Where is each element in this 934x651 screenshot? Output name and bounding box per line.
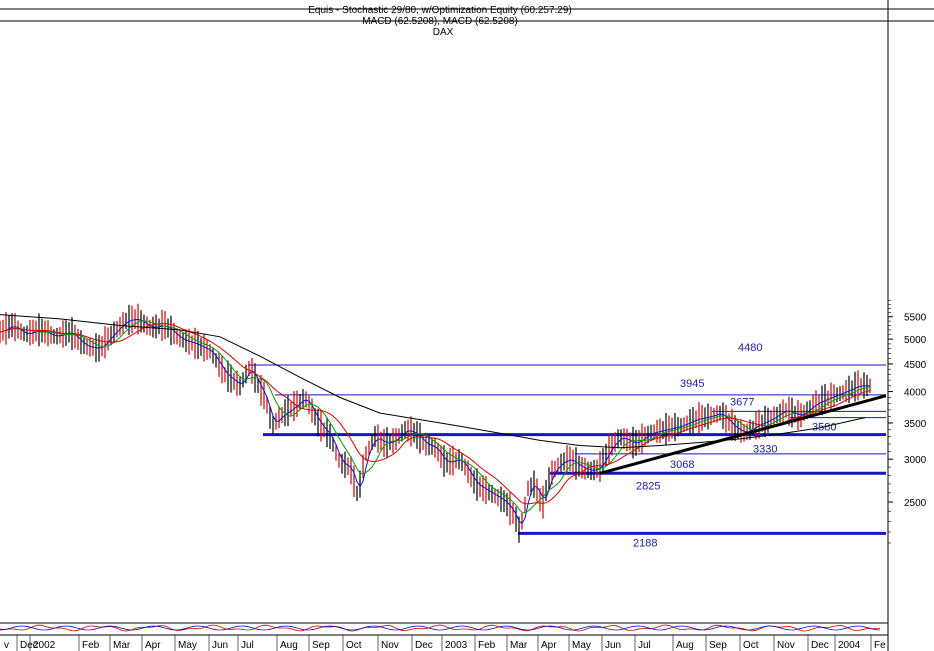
header-title-line1: Equis - Stochastic 29/80, w/Optimization…	[308, 5, 571, 16]
level-label-3945: 3945	[680, 378, 704, 390]
level-label-3580: 3580	[812, 422, 836, 434]
x-tick-label: Oct	[346, 640, 362, 651]
y-tick-label: 5500	[904, 313, 927, 324]
support-resistance-levels: 4480 3945 3677 3580 3330 3068 2825 2188	[248, 342, 886, 549]
level-label-4480: 4480	[738, 342, 762, 354]
x-tick-label: 2003	[445, 640, 468, 651]
y-axis-ticks: 2500 3000 3500 4000 4500 5000 5500	[888, 299, 927, 544]
x-tick-label: Jul	[241, 640, 254, 651]
header-title-line3: DAX	[433, 27, 454, 38]
x-tick-label: Oct	[743, 640, 759, 651]
x-tick-label: Feb	[82, 640, 100, 651]
x-tick-label: May	[572, 640, 591, 651]
x-tick-label: Sep	[709, 640, 727, 651]
x-tick-label: 2002	[33, 640, 56, 651]
x-tick-label: Apr	[145, 640, 161, 651]
indicator-line-2	[0, 625, 881, 631]
x-tick-label: 2004	[838, 640, 861, 651]
y-tick-label: 4500	[904, 360, 927, 371]
x-tick-label: May	[178, 640, 197, 651]
price-series	[0, 303, 887, 543]
header-panel	[0, 0, 888, 20]
level-label-3330: 3330	[753, 444, 777, 456]
level-label-2825: 2825	[636, 480, 660, 492]
chart-header: Equis - Stochastic 29/80, w/Optimization…	[0, 0, 888, 38]
x-tick-label: Mar	[113, 640, 131, 651]
x-tick-label: Feb	[478, 640, 496, 651]
x-tick-label: Aug	[280, 640, 298, 651]
x-tick-label: Jun	[212, 640, 228, 651]
x-tick-label: Jul	[638, 640, 651, 651]
x-tick-label: Sep	[312, 640, 330, 651]
x-tick-label: Jun	[605, 640, 621, 651]
x-tick-label: Dec	[811, 640, 829, 651]
y-tick-label: 5000	[904, 335, 927, 346]
x-tick-label: Aug	[676, 640, 694, 651]
x-tick-label: Nov	[381, 640, 399, 651]
y-tick-label: 3000	[904, 455, 927, 466]
y-tick-label: 3500	[904, 419, 927, 430]
y-tick-label: 2500	[904, 498, 927, 509]
x-tick-label: Nov	[777, 640, 795, 651]
level-label-3677: 3677	[730, 396, 754, 408]
x-tick-label: Dec	[20, 640, 38, 651]
x-tick-label: Fe	[874, 640, 886, 651]
x-tick-label: Mar	[510, 640, 528, 651]
indicator-panel	[0, 624, 881, 632]
y-tick-label: 4000	[904, 388, 927, 399]
ma-mid-line	[0, 320, 871, 514]
x-tick-label: Apr	[541, 640, 557, 651]
level-label-3068: 3068	[670, 459, 694, 471]
x-tick-label: Dec	[415, 640, 433, 651]
support-trendline	[599, 394, 887, 475]
level-label-2188: 2188	[633, 537, 657, 549]
x-tick-label: v	[4, 640, 9, 651]
